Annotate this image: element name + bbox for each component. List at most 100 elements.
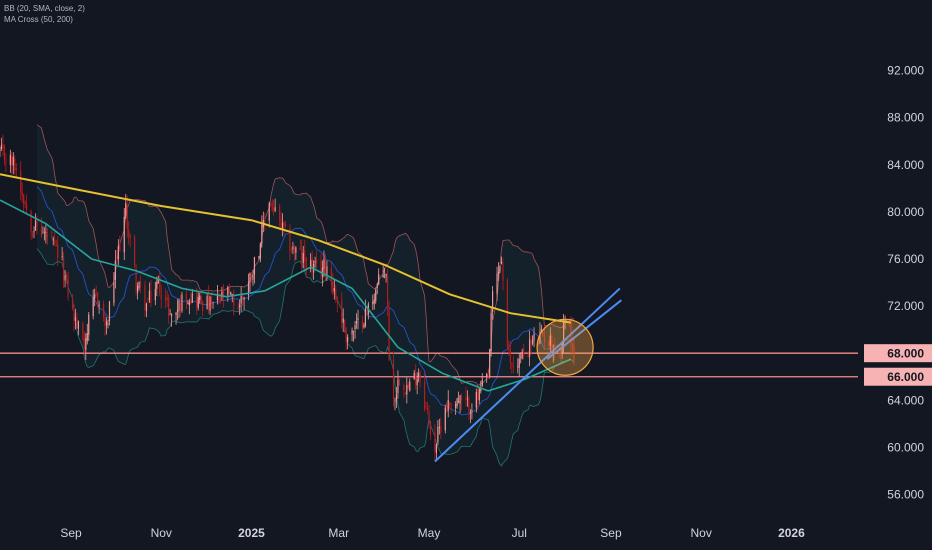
candle-body [98,304,100,307]
candle-body [113,281,115,304]
candle-body [199,295,201,301]
candle-body [150,289,152,303]
price-tick-label: 72.000 [887,299,924,313]
candle-body [540,328,543,332]
candle-body [144,285,146,310]
candle-body [459,395,461,404]
candle-body [61,256,63,258]
candle-body [52,239,54,241]
highlight-circle [536,318,594,376]
candle-body [139,281,142,288]
candle-body [413,372,415,380]
candle-body [135,267,137,291]
candle-body [212,302,214,304]
candle-body [253,256,256,275]
bb-legend[interactable]: BB (20, SMA, close, 2) [4,4,85,13]
candle-body [202,301,204,311]
candle-body [176,309,179,312]
candle-body [237,307,239,309]
candle-body [446,410,448,412]
candle-body [154,288,156,301]
candle-body [341,300,343,323]
time-axis: Sep Nov 2025 Mar May Jul Sep Nov 2026 [60,526,805,540]
candle-body [156,281,158,289]
candle-body [171,314,173,317]
candle-body [159,276,161,293]
candle-body [394,401,396,403]
candle-body [145,303,148,312]
candle-body [386,276,389,307]
price-label-text: 66.000 [887,370,924,384]
candle-body [517,366,519,368]
candle-body [12,156,14,166]
candle-body [3,146,6,160]
price-tick-label: 80.000 [887,205,924,219]
candle-body [97,292,99,307]
candle-body [382,275,384,278]
candle-body [511,363,513,364]
candle-body [518,358,520,368]
price-tick-label: 60.000 [887,440,924,454]
time-tick-label: May [418,526,441,540]
candle-body [531,339,534,344]
candle-body [326,266,328,277]
time-tick-label: Sep [600,526,622,540]
candle-body [395,394,398,401]
candle-body [460,395,463,400]
candle-body [9,154,11,166]
candle-body [471,409,473,412]
candle-body [506,280,508,347]
candle-body [178,300,180,311]
candle-body [416,379,418,386]
candle-body [385,274,387,277]
time-tick-label: Nov [151,526,172,540]
trendline [434,287,621,463]
candle-body [123,216,125,253]
candle-body [175,312,177,315]
candle-body [157,278,159,284]
candle-body [354,325,356,330]
candle-body [549,335,551,346]
candle-body [128,230,130,237]
bollinger-bands [36,124,575,467]
candle-body [332,281,334,294]
candle-body [74,317,77,321]
candle-body [105,321,108,326]
candle-body [397,379,399,394]
candle-body [425,406,427,407]
candle-body [419,374,421,383]
candle-body [179,303,182,313]
candle-body [34,220,37,231]
candle-body [444,407,446,431]
candle-body [136,286,139,293]
candle-body [496,273,498,294]
candle-body [239,304,241,308]
candle-body [240,296,242,304]
candle-body [351,329,353,335]
price-tick-label: 88.000 [887,111,924,125]
candle-body [418,372,420,377]
ma-legend[interactable]: MA Cross (50, 200) [4,15,73,24]
price-tick-label: 56.000 [887,487,924,501]
candle-body [188,301,190,306]
candle-body [228,288,230,294]
candle-body [530,341,532,345]
candle-body [51,237,53,239]
candle-body [492,291,494,313]
candle-body [315,258,318,264]
candle-body [344,320,346,333]
candle-body [0,144,3,150]
price-label-box [864,344,932,363]
candle-body [259,243,261,259]
candle-body [375,290,377,301]
candle-body [114,260,116,281]
indicator-legend: BB (20, SMA, close, 2) MA Cross (50, 200… [4,3,85,25]
candle-body [76,317,78,328]
candle-body [278,205,281,221]
candle-body [21,191,23,196]
candle-body [398,379,401,386]
candle-body [216,294,219,301]
candle-body [148,290,151,301]
candle-body [330,268,332,283]
